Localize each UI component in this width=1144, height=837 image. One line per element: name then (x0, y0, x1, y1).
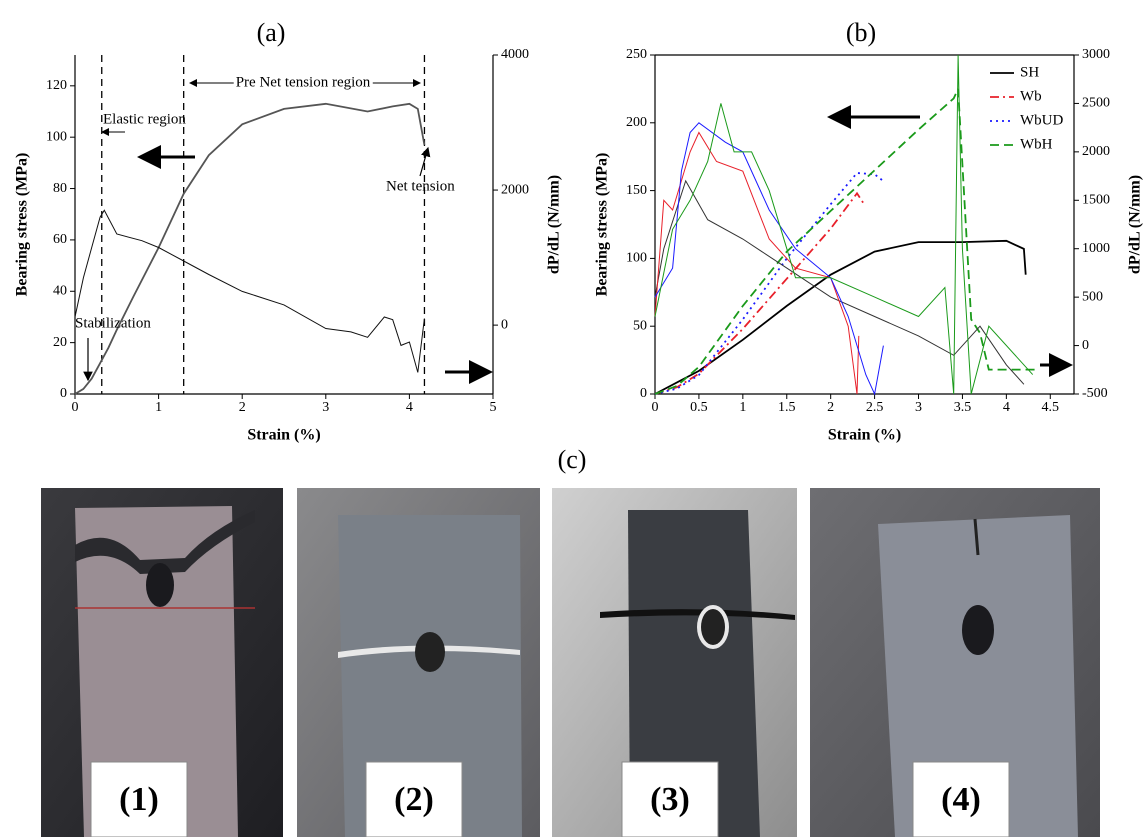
y2-tick-label: 1000 (1082, 241, 1110, 256)
x-tick-label: 0 (72, 400, 79, 415)
y2-tick-label: 0 (501, 317, 508, 332)
legend-label: SH (1020, 64, 1039, 80)
y-tick-label: 100 (46, 129, 67, 144)
x-axis-label: Strain (%) (247, 427, 320, 444)
series-line (654, 131, 860, 395)
y-tick-label: 60 (53, 232, 67, 247)
x-tick-label: 3 (322, 400, 329, 415)
y-axis-label: Bearing stress (MPa) (14, 153, 31, 297)
x-tick-label: 0.5 (690, 400, 708, 415)
series-line (654, 191, 865, 395)
x-tick-label: 1 (155, 400, 162, 415)
chart-title: (a) (257, 18, 286, 47)
y-tick-label: 40 (53, 283, 67, 298)
annotation: Pre Net tension region (236, 74, 371, 90)
photo-label-box (365, 761, 463, 837)
x-tick-label: 4 (1003, 400, 1010, 415)
series-line (654, 239, 1027, 395)
chart-title: (b) (846, 18, 876, 47)
y2-axis-label: dP/dL (N/mm) (1127, 175, 1144, 274)
annotation: Net tension (386, 178, 455, 194)
x-tick-label: 4 (406, 400, 413, 415)
x-tick-label: 2 (239, 400, 246, 415)
legend-label: Wb (1020, 88, 1042, 104)
series-line (654, 172, 884, 395)
y-tick-label: 50 (633, 318, 647, 333)
annotation-bg (233, 74, 373, 91)
y2-axis-label: dP/dL (N/mm) (546, 175, 563, 274)
photo-label: (1) (119, 781, 159, 818)
y2-tick-label: 1500 (1082, 193, 1110, 208)
y-tick-label: 0 (640, 386, 647, 401)
y2-tick-label: 4000 (501, 47, 529, 62)
photo-label-box (90, 761, 188, 837)
y2-tick-label: -500 (1082, 386, 1108, 401)
series-line (74, 102, 426, 395)
x-tick-label: 3.5 (954, 400, 972, 415)
x-tick-label: 2.5 (866, 400, 884, 415)
x-tick-label: 1 (739, 400, 746, 415)
x-tick-label: 4.5 (1042, 400, 1060, 415)
annotation: Elastic region (103, 111, 186, 127)
y2-tick-label: 3000 (1082, 47, 1110, 62)
photo-label-box (621, 761, 719, 837)
y-tick-label: 120 (46, 78, 67, 93)
x-tick-label: 2 (827, 400, 834, 415)
y2-tick-label: 2500 (1082, 96, 1110, 111)
x-axis-label: Strain (%) (828, 427, 901, 444)
y-tick-label: 20 (53, 335, 67, 350)
y-tick-label: 250 (626, 47, 647, 62)
legend-label: WbUD (1020, 112, 1063, 128)
y-tick-label: 0 (60, 386, 67, 401)
x-tick-label: 1.5 (778, 400, 796, 415)
x-tick-label: 0 (652, 400, 659, 415)
series-line (654, 54, 1034, 395)
y-tick-label: 100 (626, 251, 647, 266)
series-line (74, 209, 425, 373)
y2-tick-label: 500 (1082, 289, 1103, 304)
y2-tick-label: 2000 (1082, 144, 1110, 159)
legend-label: WbH (1020, 136, 1053, 152)
x-tick-label: 3 (915, 400, 922, 415)
annotation-arrows (83, 79, 1073, 384)
photo-label: (2) (394, 781, 434, 818)
photo-labels: (1) (2) (3) (4) (90, 761, 1010, 837)
photo-label-box (912, 761, 1010, 837)
series-line (654, 179, 1025, 385)
photo-label: (3) (650, 781, 690, 818)
annotation: Stabilization (75, 315, 151, 331)
y-tick-label: 200 (626, 115, 647, 130)
series-line (654, 122, 884, 396)
series-line (654, 88, 1038, 395)
y-tick-label: 80 (53, 181, 67, 196)
photo-label: (4) (941, 781, 981, 818)
photos-title: (c) (558, 445, 587, 474)
x-tick-label: 5 (490, 400, 497, 415)
y2-tick-label: 0 (1082, 338, 1089, 353)
y-tick-label: 150 (626, 183, 647, 198)
y2-tick-label: 2000 (501, 182, 529, 197)
y-axis-label: Bearing stress (MPa) (594, 153, 611, 297)
